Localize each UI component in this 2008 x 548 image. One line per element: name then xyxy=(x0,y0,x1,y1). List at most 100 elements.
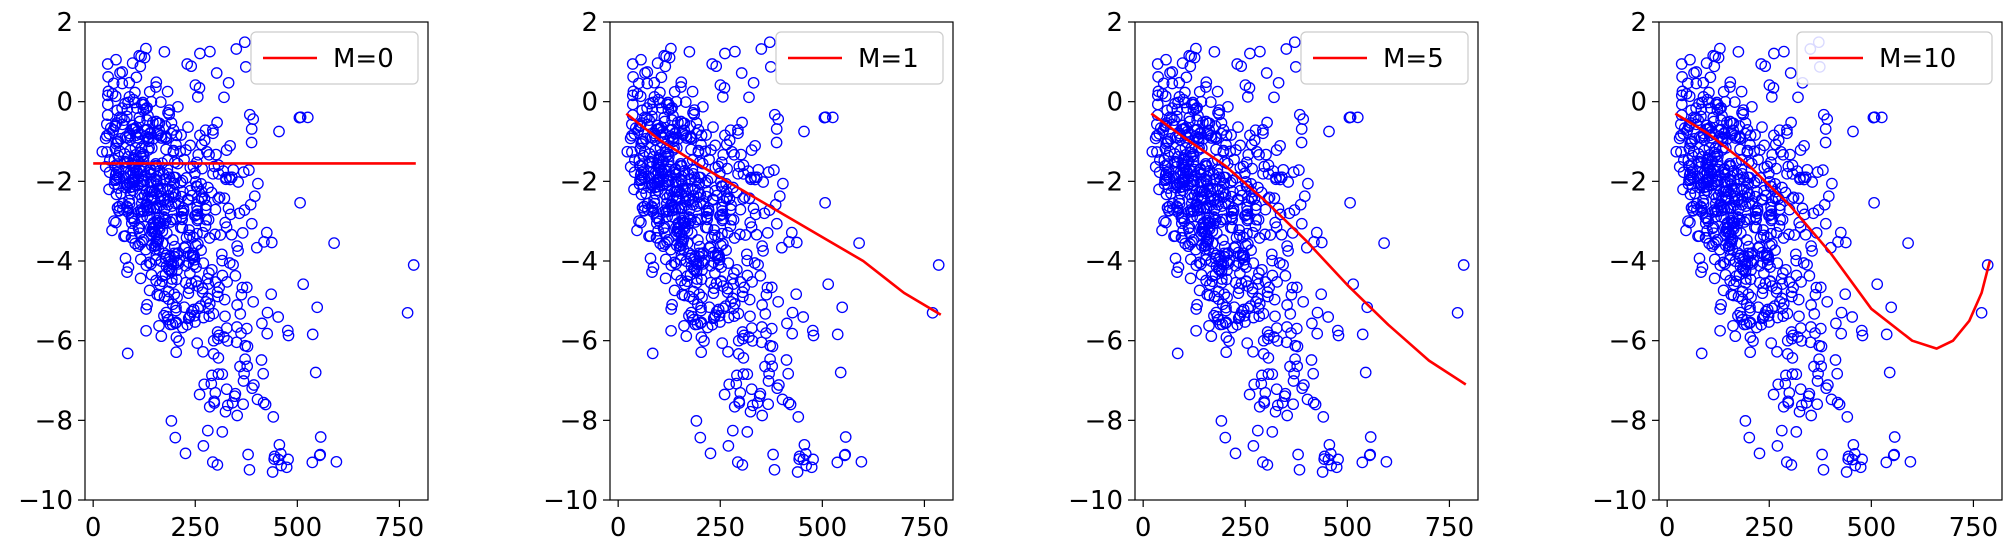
data-point xyxy=(1228,242,1241,254)
data-point xyxy=(1242,302,1254,315)
data-point xyxy=(1264,229,1277,241)
data-point xyxy=(138,98,150,111)
data-point xyxy=(819,196,831,209)
data-point xyxy=(668,85,681,98)
data-point xyxy=(106,224,118,237)
data-point xyxy=(1225,205,1238,217)
data-point xyxy=(780,354,793,366)
data-point xyxy=(1775,272,1788,285)
data-point xyxy=(648,129,661,142)
data-point xyxy=(1816,448,1828,461)
data-point xyxy=(1794,221,1807,233)
data-point xyxy=(792,411,805,423)
data-point xyxy=(667,191,679,203)
data-point xyxy=(209,276,222,288)
data-point xyxy=(782,396,795,409)
data-point xyxy=(225,171,238,184)
data-point xyxy=(1744,139,1756,151)
data-point xyxy=(1291,360,1304,373)
data-point xyxy=(1798,208,1811,221)
data-point xyxy=(145,268,158,281)
data-point xyxy=(668,256,681,269)
data-point xyxy=(401,306,414,319)
data-point xyxy=(194,47,206,60)
data-point xyxy=(1724,76,1737,89)
data-point xyxy=(1230,144,1242,156)
data-point xyxy=(158,193,171,206)
data-point xyxy=(1251,424,1264,437)
data-point xyxy=(1287,166,1300,178)
data-point xyxy=(203,310,216,322)
data-point xyxy=(101,98,114,111)
data-point xyxy=(1704,71,1717,84)
data-point xyxy=(1266,426,1279,438)
data-point xyxy=(773,379,785,391)
data-point xyxy=(1708,272,1721,285)
data-point xyxy=(1268,293,1281,306)
data-point xyxy=(1182,155,1195,168)
data-point xyxy=(760,288,773,301)
data-point xyxy=(201,272,214,285)
data-point xyxy=(674,227,686,240)
data-point xyxy=(140,42,152,55)
data-point xyxy=(1737,108,1750,121)
data-point xyxy=(1266,254,1279,267)
data-point xyxy=(739,229,752,241)
data-point xyxy=(689,175,701,187)
data-point xyxy=(132,240,145,253)
data-point xyxy=(1203,289,1216,302)
data-point xyxy=(1709,175,1722,187)
data-point xyxy=(1817,108,1830,121)
data-point xyxy=(1192,110,1204,122)
data-point xyxy=(755,43,768,55)
data-point xyxy=(1212,190,1225,202)
data-point xyxy=(649,187,662,200)
data-point xyxy=(1280,43,1293,55)
data-point xyxy=(1685,158,1698,170)
data-point xyxy=(155,330,168,343)
data-point xyxy=(1856,453,1868,466)
data-point xyxy=(1734,132,1747,145)
data-point xyxy=(140,303,153,315)
y-tick-label: −10 xyxy=(1592,486,1647,516)
data-point xyxy=(1177,174,1189,187)
data-point xyxy=(1776,213,1789,226)
data-point xyxy=(805,461,818,474)
data-point xyxy=(1693,252,1706,265)
data-point xyxy=(1742,288,1755,301)
data-point xyxy=(712,160,725,173)
data-point xyxy=(704,447,717,460)
data-point xyxy=(1183,227,1196,240)
data-point xyxy=(1191,202,1203,214)
data-point xyxy=(1270,221,1283,233)
data-point xyxy=(1214,175,1226,187)
data-point xyxy=(1364,431,1377,443)
data-point xyxy=(1332,329,1345,342)
data-point xyxy=(170,316,183,329)
data-point xyxy=(1164,67,1176,79)
data-point xyxy=(175,205,188,217)
data-point xyxy=(696,291,708,304)
data-point xyxy=(1316,466,1329,478)
data-point xyxy=(1771,345,1783,358)
data-point xyxy=(695,316,708,329)
data-point xyxy=(133,111,146,124)
data-point xyxy=(158,309,170,322)
data-point xyxy=(1220,316,1233,329)
data-point xyxy=(236,281,249,294)
data-point xyxy=(1215,277,1228,289)
legend-label: M=10 xyxy=(1879,44,1956,74)
data-point xyxy=(268,453,281,465)
data-point xyxy=(116,118,129,131)
data-point xyxy=(219,216,232,229)
data-point xyxy=(1186,96,1199,109)
data-point xyxy=(700,190,713,203)
data-point xyxy=(1315,236,1328,249)
data-point xyxy=(1846,453,1859,466)
data-point xyxy=(1169,155,1182,168)
data-point xyxy=(1675,98,1688,111)
data-point xyxy=(1739,415,1752,427)
data-point xyxy=(1281,299,1293,311)
scatter-points xyxy=(621,36,945,478)
data-point xyxy=(1676,71,1688,83)
